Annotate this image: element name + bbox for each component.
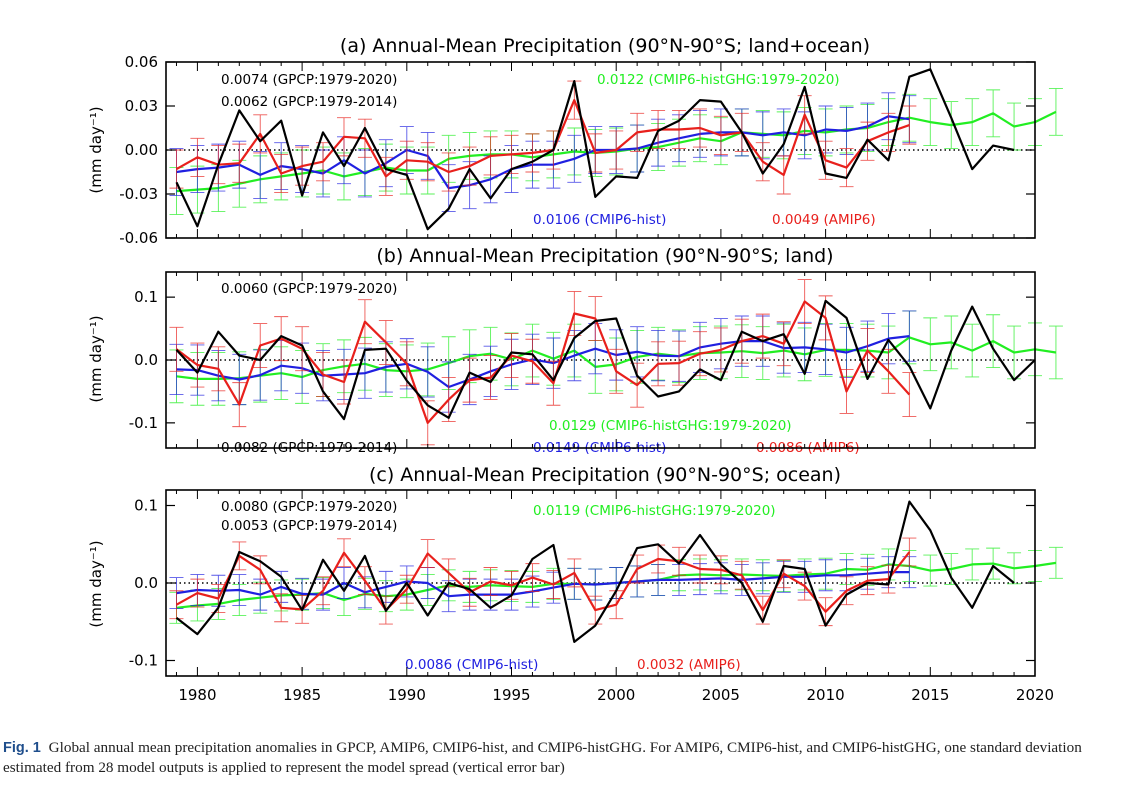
- panel-c-gpcp-line: [175, 500, 1015, 644]
- panel-b-hist-line: [176, 335, 910, 389]
- panel-a-title: (a) Annual-Mean Precipitation (90°N-90°S…: [340, 35, 870, 57]
- panel-b-annot-histghg: 0.0129 (CMIP6-histGHG:1979-2020): [549, 418, 792, 434]
- panel-c-ytick-label: 0.0: [134, 574, 158, 592]
- panel-a-amip6-line: [175, 98, 910, 178]
- panel-c-annot-amip6: 0.0032 (AMIP6): [637, 657, 741, 673]
- panel-c-xtick-label: 2010: [807, 686, 845, 704]
- panel-b-ytick-label: -0.1: [129, 414, 158, 432]
- panel-c-xtick-label: 1985: [283, 686, 321, 704]
- figure-caption: Fig. 1 Global annual mean precipitation …: [3, 738, 1131, 777]
- panel-a-annot-histghg: 0.0122 (CMIP6-histGHG:1979-2020): [597, 72, 840, 88]
- panel-a-ylabel: (mm day⁻¹): [87, 106, 105, 193]
- panel-a-annot-hist: 0.0106 (CMIP6-hist): [533, 212, 666, 228]
- panel-b-title: (b) Annual-Mean Precipitation (90°N-90°S…: [376, 245, 833, 267]
- panel-c-xtick-label: 1990: [388, 686, 426, 704]
- panel-a-ytick-label: -0.06: [119, 229, 158, 247]
- panel-c-xtick-label: 2015: [911, 686, 949, 704]
- panel-c-annot-histghg: 0.0119 (CMIP6-histGHG:1979-2020): [533, 503, 776, 519]
- panel-c-ytick-label: 0.1: [134, 497, 158, 515]
- panel-c-histghg-errorbar: [1048, 546, 1063, 579]
- panel-b-amip6-errorbar: [169, 326, 184, 372]
- panel-c-xtick-label: 1995: [492, 686, 530, 704]
- panel-a-annot-gpcp-2020: 0.0074 (GPCP:1979-2020): [221, 72, 397, 88]
- panel-a-annot-gpcp-2014: 0.0062 (GPCP:1979-2014): [221, 94, 397, 110]
- panel-a-ytick-label: -0.03: [119, 185, 158, 203]
- panel-a-histghg-errorbar: [1048, 87, 1063, 136]
- panel-b-histghg-errorbar: [1048, 325, 1063, 380]
- panel-b-gpcp-line: [175, 299, 1036, 421]
- panel-c-ytick-label: -0.1: [129, 652, 158, 670]
- panel-a-gpcp-line: [175, 68, 1015, 231]
- panel-b-amip6-line: [175, 300, 911, 424]
- panel-c-xtick-label: 2020: [1016, 686, 1054, 704]
- panel-c-amip6-errorbar: [169, 590, 184, 620]
- caption-label: Fig. 1: [3, 740, 41, 756]
- panel-a-ytick-label: 0.03: [125, 97, 158, 115]
- panel-c-annot-gpcp-2014: 0.0053 (GPCP:1979-2014): [221, 518, 397, 534]
- panel-c-title: (c) Annual-Mean Precipitation (90°N-90°S…: [369, 464, 841, 486]
- panel-b-ytick-label: 0.1: [134, 288, 158, 306]
- caption-text: Global annual mean precipitation anomali…: [3, 739, 1082, 776]
- panel-c-xtick-label: 2005: [702, 686, 740, 704]
- panel-c-ylabel: (mm day⁻¹): [87, 540, 105, 627]
- panel-c-annot-hist: 0.0086 (CMIP6-hist): [405, 657, 538, 673]
- panel-b-ytick-label: 0.0: [134, 351, 158, 369]
- panel-c-annot-gpcp-2020: 0.0080 (GPCP:1979-2020): [221, 499, 397, 515]
- panel-a-ytick-label: 0.06: [125, 53, 158, 71]
- panel-c-xtick-label: 1980: [178, 686, 216, 704]
- panel-c-amip6-line: [175, 551, 911, 613]
- panel-b-ylabel: (mm day⁻¹): [87, 315, 105, 402]
- panel-a-ytick-label: 0.00: [125, 141, 158, 159]
- panel-b-annot-gpcp-2020: 0.0060 (GPCP:1979-2020): [221, 281, 397, 297]
- panel-a-annot-amip6: 0.0049 (AMIP6): [772, 212, 876, 228]
- figure: (a) Annual-Mean Precipitation (90°N-90°S…: [87, 35, 1063, 704]
- panel-c-xtick-label: 2000: [597, 686, 635, 704]
